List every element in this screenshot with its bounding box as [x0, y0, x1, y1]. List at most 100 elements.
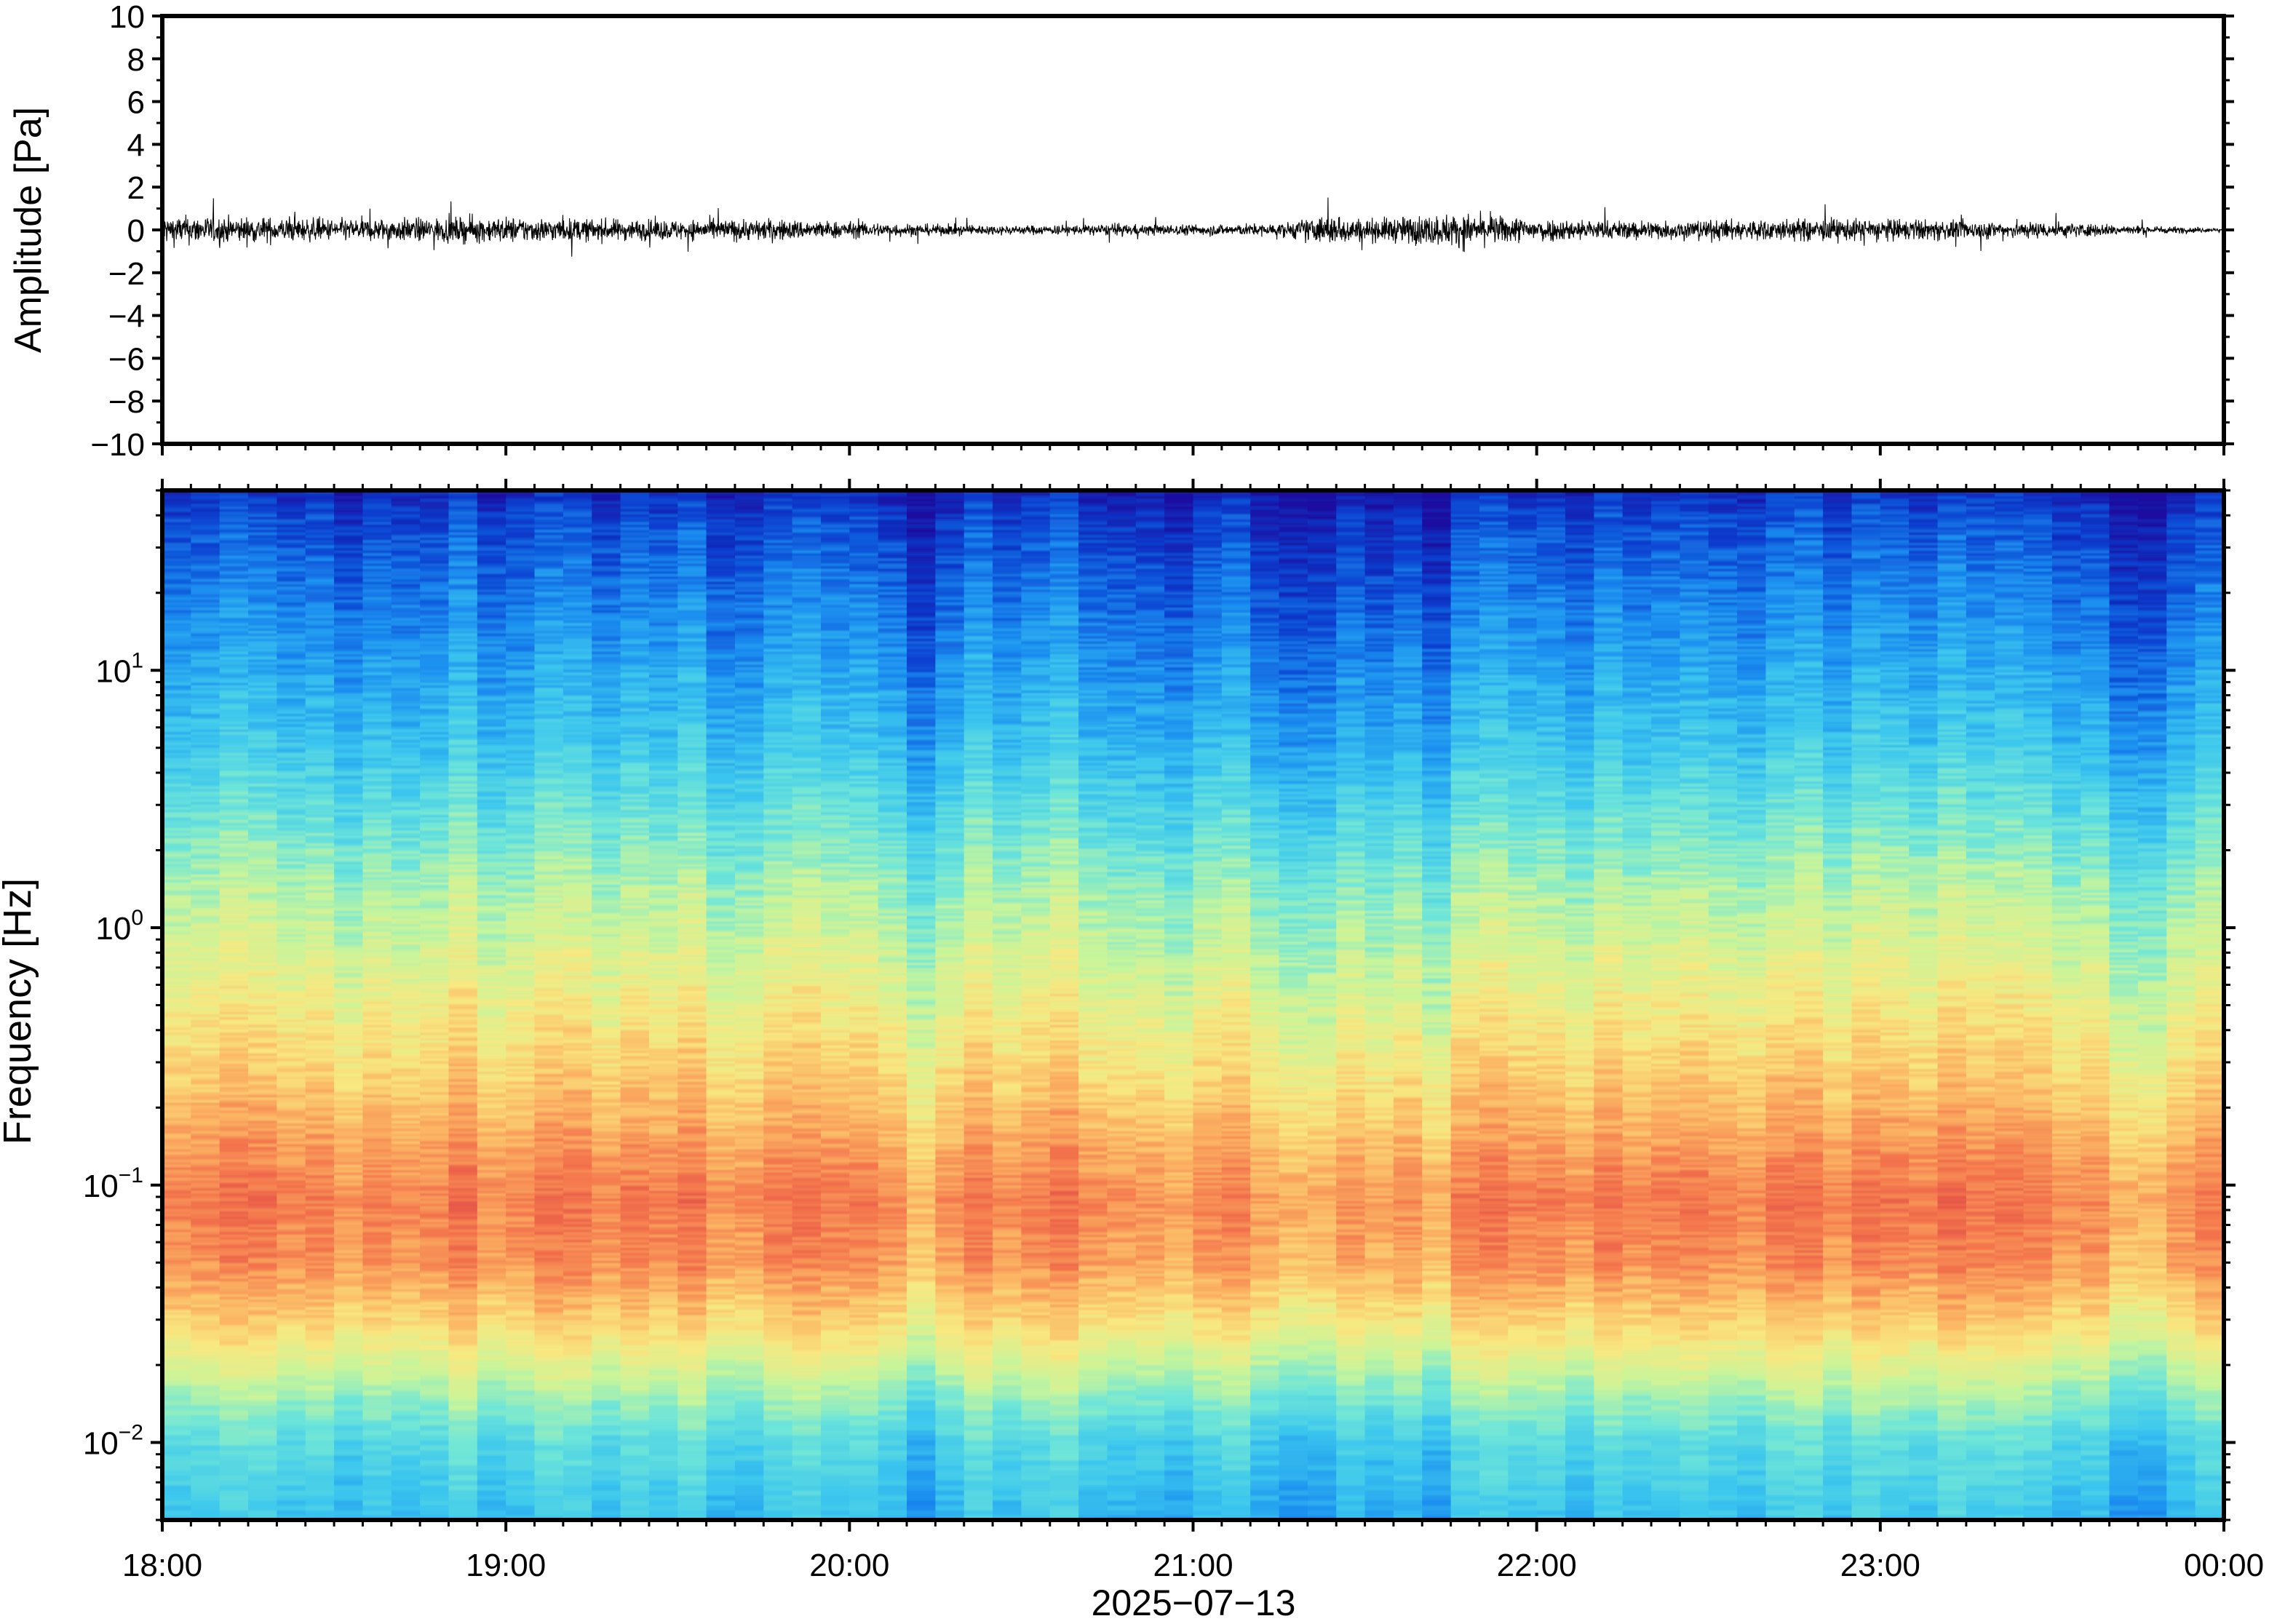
spectrogram-cell	[248, 1123, 278, 1126]
spectrogram-cell	[248, 1364, 278, 1371]
spectrogram-cell	[305, 879, 335, 883]
spectrogram-cell	[219, 806, 249, 810]
spectrogram-cell	[277, 1070, 306, 1075]
spectrogram-cell	[248, 949, 278, 952]
spectrogram-cell	[305, 720, 335, 725]
spectrogram-cell	[334, 1385, 364, 1390]
spectrogram-cell	[191, 1281, 220, 1284]
spectrogram-cell	[191, 845, 220, 849]
spectrogram-cell	[420, 760, 450, 763]
spectrogram-cell	[277, 1052, 306, 1056]
spectrogram-cell	[506, 1420, 536, 1426]
spectrogram-cell	[248, 752, 278, 756]
spectrogram-cell	[248, 1425, 278, 1430]
spectrogram-cell	[391, 1058, 421, 1062]
spectrogram-cell	[191, 526, 220, 530]
spectrogram-cell	[391, 1016, 421, 1020]
spectrogram-cell	[248, 1130, 278, 1134]
spectrogram-cell	[191, 1505, 220, 1511]
spectrogram-cell	[248, 1045, 278, 1048]
spectrogram-cell	[362, 837, 392, 841]
spectrogram-cell	[248, 1273, 278, 1276]
spectrogram-cell	[420, 1439, 450, 1446]
spectrogram-cell	[277, 1016, 306, 1020]
spectrogram-cell	[277, 1262, 306, 1266]
spectrogram-cell	[362, 886, 392, 891]
spectrogram-cell	[420, 1177, 450, 1181]
spectrogram-cell	[362, 1014, 392, 1017]
spectrogram-cell	[277, 594, 306, 597]
spectrogram-cell	[219, 944, 249, 947]
spectrogram-cell	[420, 690, 450, 693]
spectrogram-cell	[334, 788, 364, 792]
spectrogram-cell	[248, 1112, 278, 1116]
spectrogram-cell	[334, 1304, 364, 1307]
spectrogram-cell	[448, 1156, 478, 1160]
spectrogram-cell	[219, 987, 249, 992]
spectrogram-cell	[362, 744, 392, 748]
spectrogram-cell	[305, 1198, 335, 1201]
spectrogram-cell	[534, 1444, 564, 1451]
spectrogram-cell	[334, 570, 364, 574]
spectrogram-cell	[191, 881, 220, 885]
spectrogram-cell	[334, 1058, 364, 1062]
spectrogram-cell	[305, 798, 335, 803]
spectrogram-cell	[191, 1128, 220, 1131]
spectrogram-cell	[277, 1086, 306, 1090]
spectrogram-cell	[219, 1252, 249, 1256]
spectrogram-cell	[362, 591, 392, 595]
spectrogram-cell	[362, 1088, 392, 1093]
spectrogram-cell	[248, 1510, 278, 1516]
spectrogram-cell	[362, 915, 392, 919]
spectrogram-cell	[162, 705, 192, 709]
spectrogram-cell	[334, 897, 364, 901]
spectrogram-cell	[448, 1164, 478, 1168]
spectrogram-cell	[191, 821, 220, 826]
spectrogram-cell	[191, 1003, 220, 1007]
spectrogram-cell	[391, 1171, 421, 1176]
spectrogram-cell	[277, 904, 306, 909]
spectrogram-cell	[420, 907, 450, 911]
spectrogram-cell	[162, 1016, 192, 1020]
spectrogram-cell	[305, 1190, 335, 1194]
spectrogram-cell	[191, 568, 220, 572]
spectrogram-cell	[334, 1221, 364, 1225]
spectrogram-cell	[391, 630, 421, 634]
spectrogram-cell	[391, 685, 421, 688]
spectrogram-cell	[191, 741, 220, 745]
spectrogram-cell	[362, 1171, 392, 1176]
spectrogram-cell	[334, 1016, 364, 1020]
spectrogram-cell	[219, 630, 249, 634]
spectrogram-cell	[420, 501, 450, 504]
spectrogram-cell	[362, 549, 392, 554]
spectrogram-cell	[191, 614, 220, 618]
spectrogram-cell	[277, 1156, 306, 1160]
spectrogram-cell	[191, 586, 220, 590]
spectrogram-cell	[477, 1454, 506, 1461]
spectrogram-cell	[248, 1203, 278, 1206]
spectrogram-cell	[191, 1265, 220, 1269]
spectrogram-cell	[191, 1494, 220, 1501]
spectrogram-cell	[219, 685, 249, 688]
spectrogram-cell	[191, 1200, 220, 1204]
spectrogram-cell	[219, 920, 249, 924]
spectrogram-cell	[420, 995, 450, 999]
spectrogram-cell	[191, 1006, 220, 1010]
spectrogram-cell	[334, 899, 364, 904]
spectrogram-cell	[277, 511, 306, 514]
spectrogram-cell	[277, 695, 306, 698]
spectrogram-cell	[362, 594, 392, 597]
spectrogram-cell	[305, 926, 335, 929]
spectrogram-cell	[191, 985, 220, 989]
spectrogram-cell	[219, 755, 249, 758]
spectrogram-cell	[448, 1120, 478, 1123]
spectrogram-cell	[162, 793, 192, 797]
spectrogram-cell	[277, 879, 306, 883]
spectrogram-cell	[305, 1000, 335, 1005]
spectrogram-cell	[334, 1177, 364, 1181]
spectrogram-cell	[162, 1380, 192, 1385]
spectrogram-cell	[219, 934, 249, 937]
spectrogram-cell	[391, 690, 421, 693]
spectrogram-cell	[420, 1187, 450, 1191]
spectrogram-cell	[191, 720, 220, 725]
